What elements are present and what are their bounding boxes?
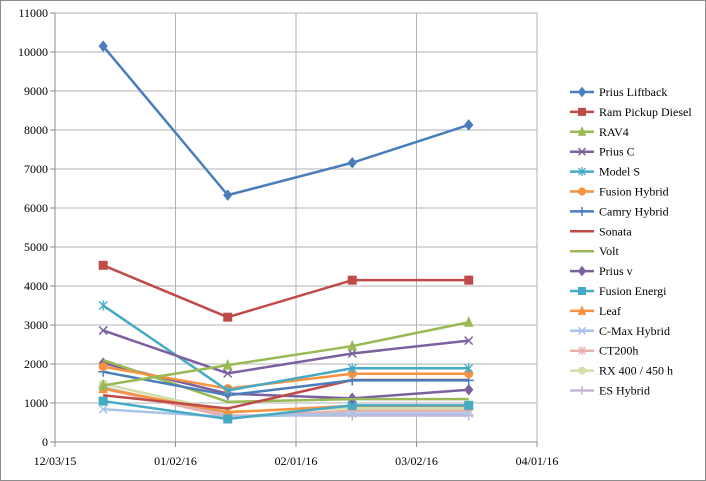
legend-label-prius-liftback: Prius Liftback (599, 85, 667, 99)
data-point-rav4 (463, 316, 474, 327)
data-point-model-s (347, 363, 357, 374)
legend-label-fusion-energi: Fusion Energi (599, 284, 667, 298)
x-tick-label: 02/01/16 (275, 454, 318, 468)
y-tick-label: 4000 (24, 279, 48, 293)
legend-label-volt: Volt (599, 244, 619, 258)
legend-marker-fusion-energi (578, 287, 586, 295)
series-line-model-s (102, 304, 469, 392)
y-tick-label: 5000 (24, 240, 48, 254)
series-line-prius-c (102, 329, 469, 375)
legend-marker-ram-pickup-diesel (578, 107, 586, 116)
data-point-fusion-energi (98, 396, 108, 406)
x-tick-label: 12/03/15 (34, 454, 77, 468)
series-line-c-max-hybrid (103, 407, 469, 419)
legend-marker-prius-c (577, 147, 587, 156)
data-point-rav4 (222, 358, 233, 370)
legend-marker-camry-hybrid (577, 206, 587, 216)
y-tick-label: 8000 (24, 123, 48, 137)
legend-marker-ct200h (578, 346, 586, 356)
data-point-fusion-energi (223, 414, 233, 424)
y-tick-label: 1000 (24, 396, 48, 410)
legend-marker-model-s (578, 167, 586, 177)
legend-marker-rav4 (577, 126, 587, 136)
legend-label-camry-hybrid: Camry Hybrid (599, 204, 669, 218)
data-point-rav4 (347, 339, 358, 351)
x-tick-label: 03/02/16 (395, 454, 438, 468)
series-line-ram-pickup-diesel (102, 264, 469, 319)
legend-marker-c-max-hybrid (577, 326, 587, 335)
legend-label-sonata: Sonata (599, 224, 632, 238)
y-tick-label: 11000 (18, 6, 48, 20)
series-line-camry-hybrid (102, 370, 469, 397)
series-line-fusion-energi (103, 399, 469, 421)
series-line-fusion-hybrid (102, 365, 469, 390)
legend-marker-prius-v (577, 265, 587, 277)
y-tick-label: 9000 (24, 84, 48, 98)
data-point-c-max-hybrid (98, 404, 108, 414)
y-tick-label: 0 (42, 435, 48, 449)
y-tick-label: 2000 (24, 357, 48, 371)
y-tick-label: 10000 (18, 45, 48, 59)
data-point-rav4 (98, 379, 108, 390)
data-point-prius-c (347, 348, 357, 359)
y-tick-label: 3000 (24, 318, 48, 332)
data-point-model-s (98, 300, 108, 311)
x-tick-label: 04/01/16 (516, 454, 559, 468)
data-point-prius-liftback (98, 40, 108, 52)
data-point-prius-liftback (464, 119, 474, 131)
data-point-c-max-hybrid (347, 408, 357, 419)
data-point-ram-pickup-diesel (347, 275, 357, 285)
legend-label-es-hybrid: ES Hybrid (599, 384, 650, 398)
series-line-volt (102, 358, 469, 404)
y-tick-label: 6000 (24, 201, 48, 215)
data-point-fusion-energi (464, 400, 474, 410)
data-point-prius-liftback (347, 156, 357, 169)
data-point-model-s (223, 385, 233, 396)
data-point-prius-c (98, 325, 108, 335)
data-point-prius-liftback (223, 189, 233, 201)
legend-label-ct200h: CT200h (599, 344, 638, 358)
y-tick-label: 7000 (24, 162, 48, 176)
data-point-model-s (464, 363, 474, 374)
data-point-c-max-hybrid (464, 408, 474, 419)
data-point-ram-pickup-diesel (98, 260, 108, 270)
legend-label-fusion-hybrid: Fusion Hybrid (599, 185, 669, 199)
legend-marker-fusion-hybrid (578, 187, 586, 196)
legend-label-rx-400-450-h: RX 400 / 450 h (599, 364, 673, 378)
data-point-ram-pickup-diesel (464, 275, 474, 285)
series-line-rav4 (102, 321, 469, 387)
data-point-prius-v (464, 383, 474, 396)
legend-marker-rx-400-450-h (578, 366, 586, 375)
legend-marker-es-hybrid (577, 386, 587, 395)
x-tick-label: 01/02/16 (154, 454, 197, 468)
legend-label-ram-pickup-diesel: Ram Pickup Diesel (599, 105, 692, 119)
legend-marker-prius-liftback (577, 86, 587, 98)
legend-label-rav4: RAV4 (599, 125, 629, 139)
data-point-ram-pickup-diesel (223, 312, 233, 322)
data-point-prius-c (464, 336, 474, 346)
series-line-prius-liftback (102, 45, 470, 197)
legend-label-c-max-hybrid: C-Max Hybrid (599, 324, 670, 338)
legend-label-prius-v: Prius v (599, 264, 633, 278)
legend-label-leaf: Leaf (599, 304, 621, 318)
data-point-fusion-hybrid (98, 362, 108, 372)
legend-label-model-s: Model S (599, 165, 640, 179)
legend-label-prius-c: Prius C (599, 145, 635, 159)
data-point-prius-c (223, 368, 233, 378)
legend-marker-leaf (577, 305, 587, 315)
